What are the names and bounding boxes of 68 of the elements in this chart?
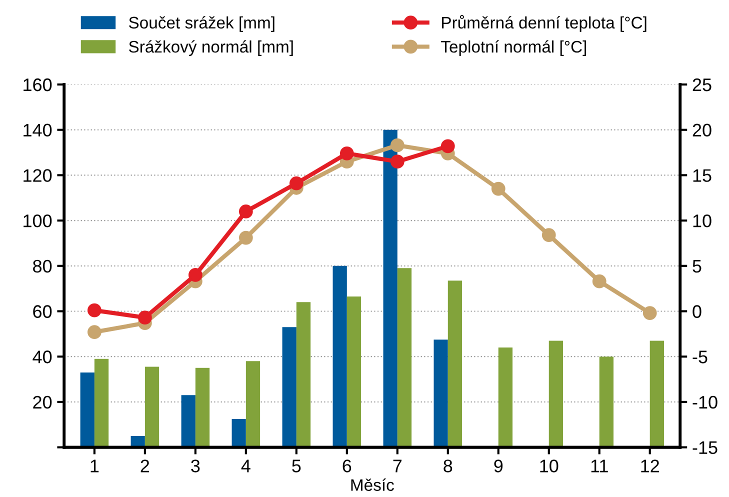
x-tick-label: 4 bbox=[241, 460, 250, 472]
point bbox=[138, 310, 152, 325]
bar bbox=[383, 130, 398, 448]
y-tick-label: 140 bbox=[24, 124, 52, 137]
point bbox=[88, 325, 102, 340]
point bbox=[88, 303, 102, 318]
bar bbox=[94, 358, 109, 448]
y2-tick-label: 20 bbox=[692, 124, 712, 137]
x-axis-title: Měsíc bbox=[351, 478, 394, 491]
y-tick-label: 60 bbox=[33, 305, 52, 318]
point bbox=[390, 138, 404, 152]
bar bbox=[144, 366, 160, 448]
y2-tick-label: -5 bbox=[692, 350, 708, 364]
point bbox=[542, 228, 556, 242]
bar bbox=[296, 302, 311, 448]
y-tick-label: 40 bbox=[32, 350, 52, 364]
bar bbox=[650, 340, 664, 448]
y2-tick-label: 25 bbox=[692, 78, 712, 92]
point bbox=[491, 182, 506, 196]
legend-label: Srážkový normál [mm] bbox=[128, 40, 293, 56]
x-tick-label: 6 bbox=[342, 460, 352, 472]
legend-label: Teplotní normál [°C] bbox=[441, 40, 586, 56]
bar bbox=[548, 340, 564, 448]
y-tick-label: 120 bbox=[24, 169, 52, 182]
legend-label: Součet srážek [mm] bbox=[128, 16, 274, 32]
y2-tick-label: -15 bbox=[692, 441, 718, 454]
x-tick-label: 11 bbox=[591, 460, 608, 472]
x-tick-label: 7 bbox=[393, 460, 402, 472]
point bbox=[289, 176, 304, 190]
point bbox=[390, 154, 404, 169]
y2-tick-label: 5 bbox=[692, 260, 702, 273]
x-tick-label: 2 bbox=[140, 460, 150, 472]
x-tick-label: 8 bbox=[444, 460, 452, 472]
x-tick-label: 10 bbox=[540, 460, 558, 472]
bar bbox=[181, 395, 196, 448]
bar bbox=[332, 266, 347, 448]
y2-tick-label: 0 bbox=[692, 305, 702, 318]
bar bbox=[232, 418, 246, 448]
x-tick-label: 1 bbox=[90, 460, 99, 472]
bar bbox=[448, 280, 462, 448]
bar bbox=[434, 340, 448, 448]
x-tick-label: 12 bbox=[641, 460, 659, 472]
x-tick-label: 9 bbox=[494, 460, 503, 472]
y2-tick-label: -10 bbox=[692, 396, 718, 409]
y-tick-label: 160 bbox=[24, 78, 52, 92]
y2-tick-label: 15 bbox=[693, 169, 712, 182]
x-tick-label: 5 bbox=[292, 460, 301, 472]
y-tick-label: 20 bbox=[33, 396, 52, 409]
bar bbox=[80, 372, 94, 448]
point bbox=[592, 274, 606, 288]
bar bbox=[195, 368, 210, 448]
legend-label: Průměrná denní teplota [°C] bbox=[442, 15, 646, 32]
y-tick-label: 100 bbox=[24, 214, 52, 228]
y-tick-label: 80 bbox=[33, 260, 52, 273]
point bbox=[440, 139, 455, 154]
bar bbox=[599, 356, 614, 448]
y2-tick-label: 10 bbox=[693, 214, 712, 228]
point bbox=[238, 230, 253, 245]
bar bbox=[397, 268, 412, 448]
point bbox=[642, 306, 657, 320]
x-tick-label: 3 bbox=[191, 460, 200, 472]
point bbox=[340, 146, 354, 160]
bar bbox=[498, 348, 513, 448]
bar bbox=[346, 296, 362, 448]
point bbox=[238, 204, 253, 218]
bar bbox=[282, 327, 296, 448]
point bbox=[188, 268, 202, 282]
bar bbox=[246, 361, 260, 448]
